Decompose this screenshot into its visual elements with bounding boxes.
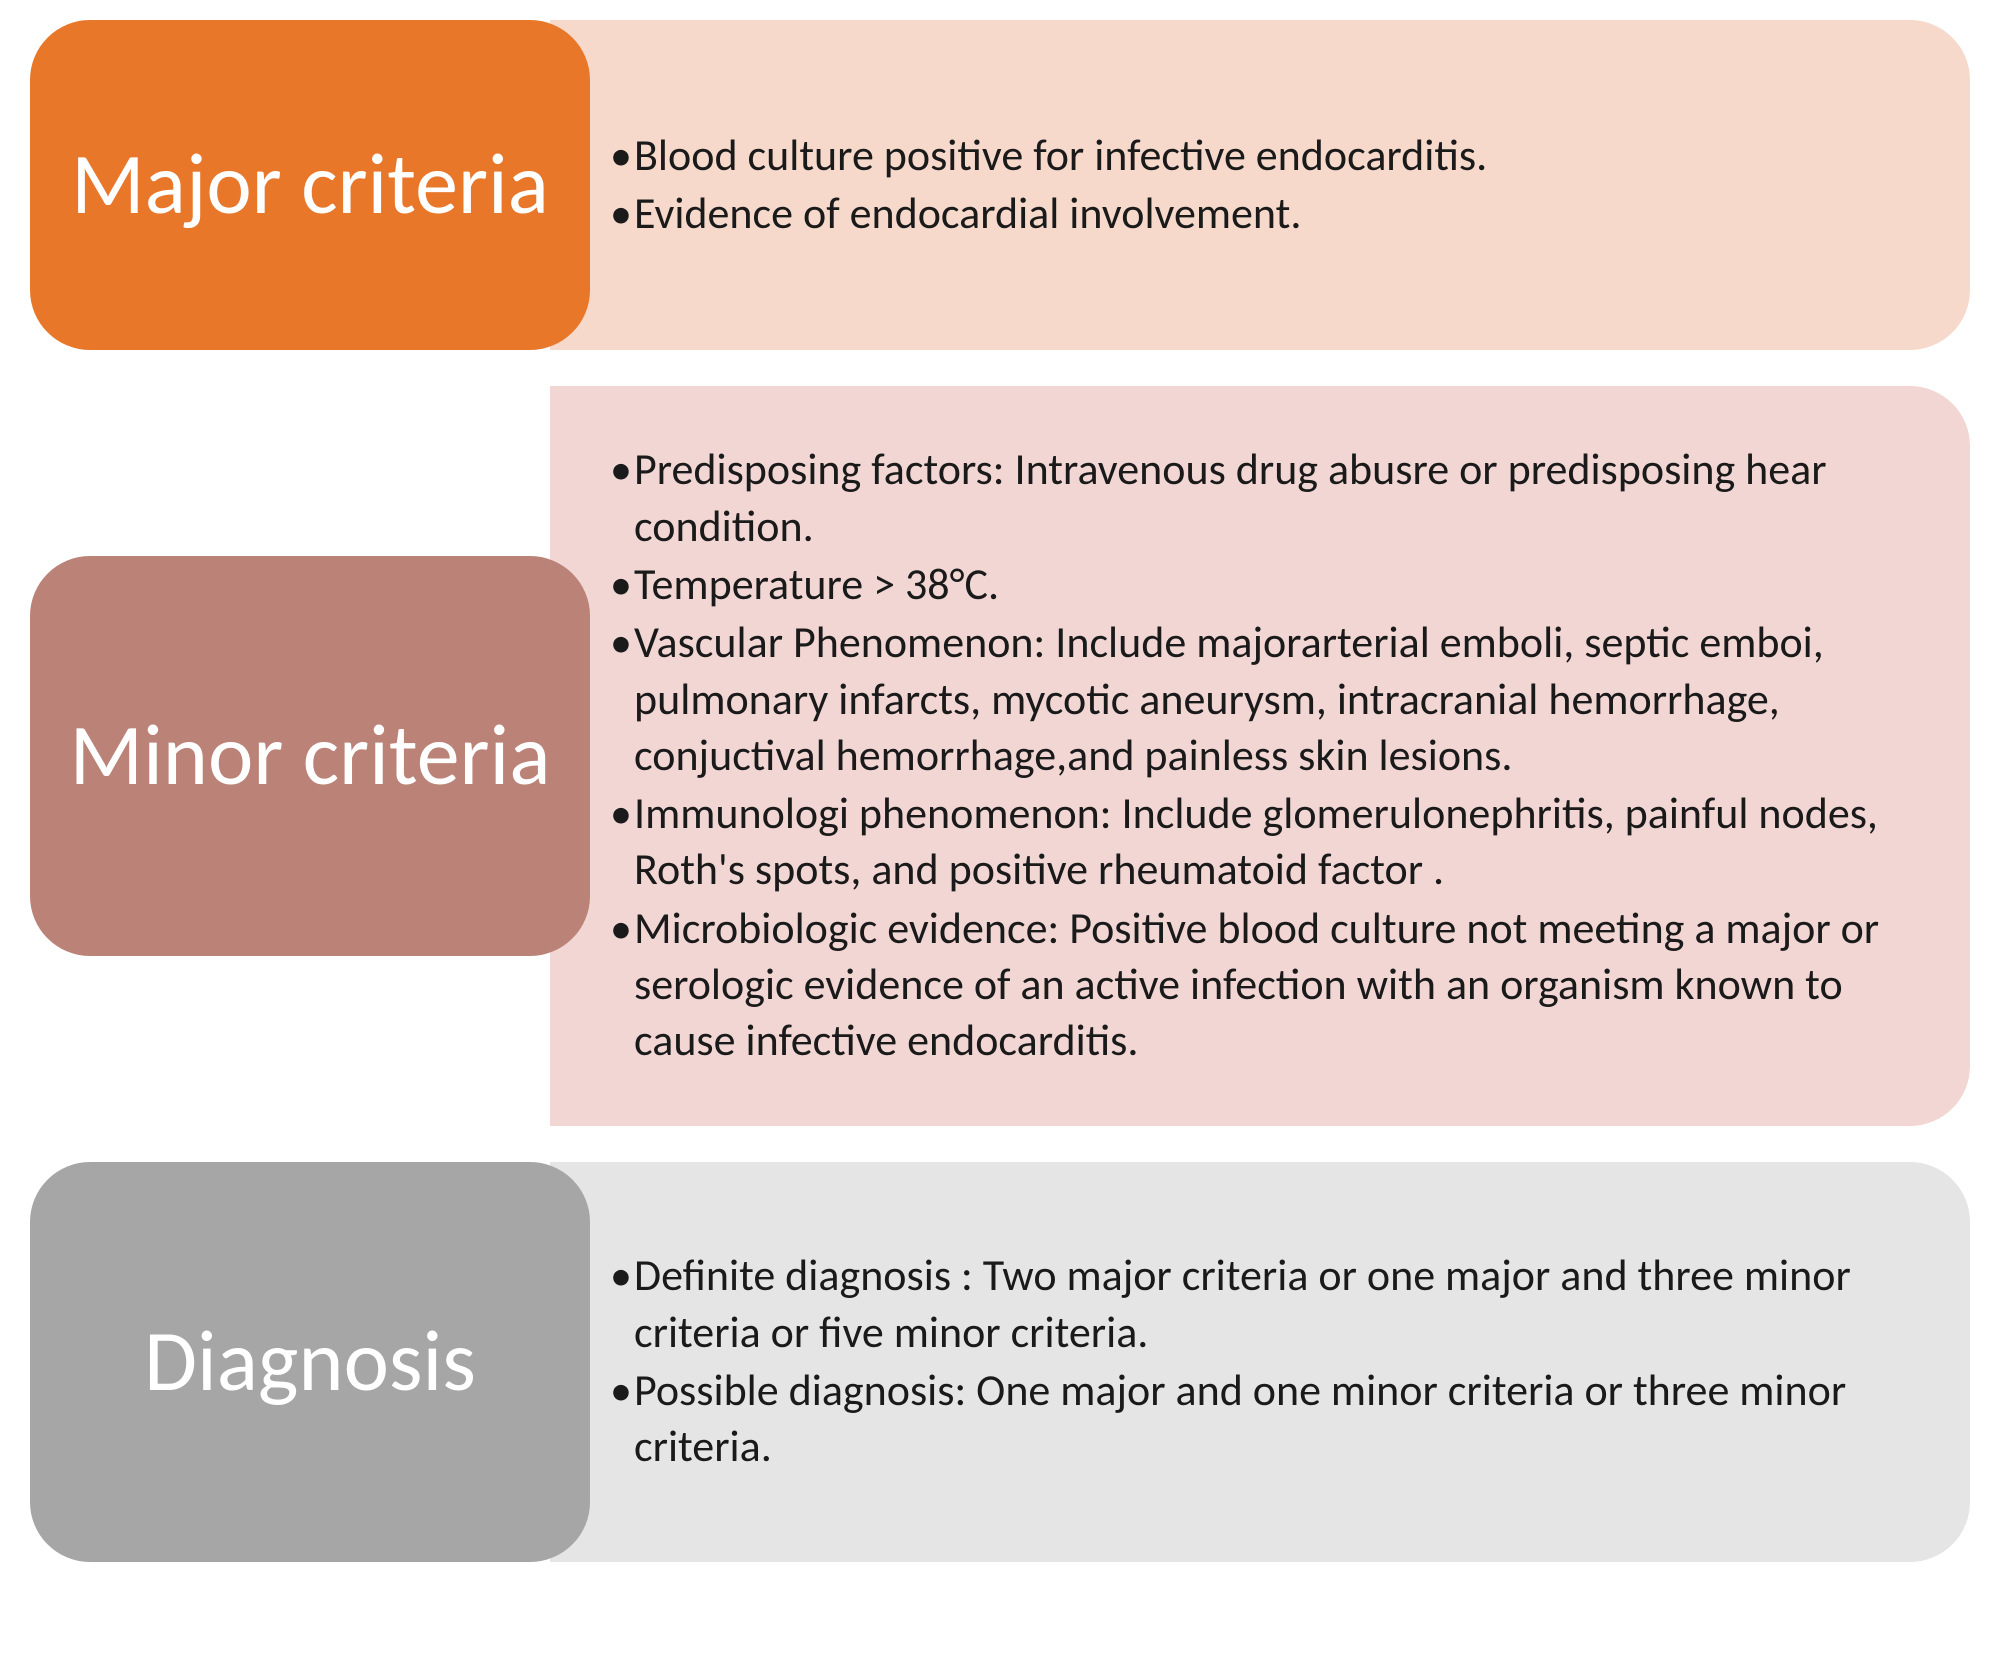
bullet-list: Definite diagnosis : Two major criteria … <box>610 1247 1940 1476</box>
section-label-diagnosis: Diagnosis <box>30 1162 590 1562</box>
bullet-item: Evidence of endocardial involvement. <box>610 185 1940 241</box>
section-major: Major criteria Blood culture positive for… <box>30 20 1970 350</box>
bullet-item: Predisposing factors: Intravenous drug a… <box>610 441 1940 554</box>
section-minor: Minor criteriaPredisposing factors: Intr… <box>30 386 1970 1126</box>
section-content-diagnosis: Definite diagnosis : Two major criteria … <box>550 1162 1970 1562</box>
bullet-list: Blood culture positive for infective end… <box>610 127 1940 244</box>
bullet-item: Temperature > 38°C. <box>610 556 1940 612</box>
section-content-minor: Predisposing factors: Intravenous drug a… <box>550 386 1970 1126</box>
bullet-list: Predisposing factors: Intravenous drug a… <box>610 441 1940 1070</box>
section-content-major: Blood culture positive for infective end… <box>550 20 1970 350</box>
bullet-item: Possible diagnosis: One major and one mi… <box>610 1362 1940 1475</box>
bullet-item: Vascular Phenomenon: Include majorarteri… <box>610 614 1940 783</box>
bullet-item: Microbiologic evidence: Positive blood c… <box>610 900 1940 1069</box>
section-diagnosis: DiagnosisDefinite diagnosis : Two major … <box>30 1162 1970 1562</box>
bullet-item: Immunologi phenomenon: Include glomerulo… <box>610 785 1940 898</box>
section-label-major: Major criteria <box>30 20 590 350</box>
section-label-minor: Minor criteria <box>30 556 590 956</box>
criteria-infographic: Major criteria Blood culture positive for… <box>30 20 1970 1562</box>
bullet-item: Blood culture positive for infective end… <box>610 127 1940 183</box>
bullet-item: Definite diagnosis : Two major criteria … <box>610 1247 1940 1360</box>
